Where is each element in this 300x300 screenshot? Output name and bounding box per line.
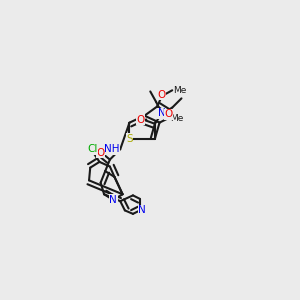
Text: NH: NH [103,144,119,154]
Text: N: N [138,206,146,215]
Text: N: N [110,195,117,205]
Text: S: S [126,134,133,144]
Text: Cl: Cl [87,144,98,154]
Text: O: O [136,115,145,124]
Text: Me: Me [170,113,183,122]
Text: O: O [164,109,172,119]
Text: Me: Me [173,86,187,95]
Text: O: O [97,148,105,158]
Text: O: O [158,90,166,100]
Text: N: N [158,108,166,118]
